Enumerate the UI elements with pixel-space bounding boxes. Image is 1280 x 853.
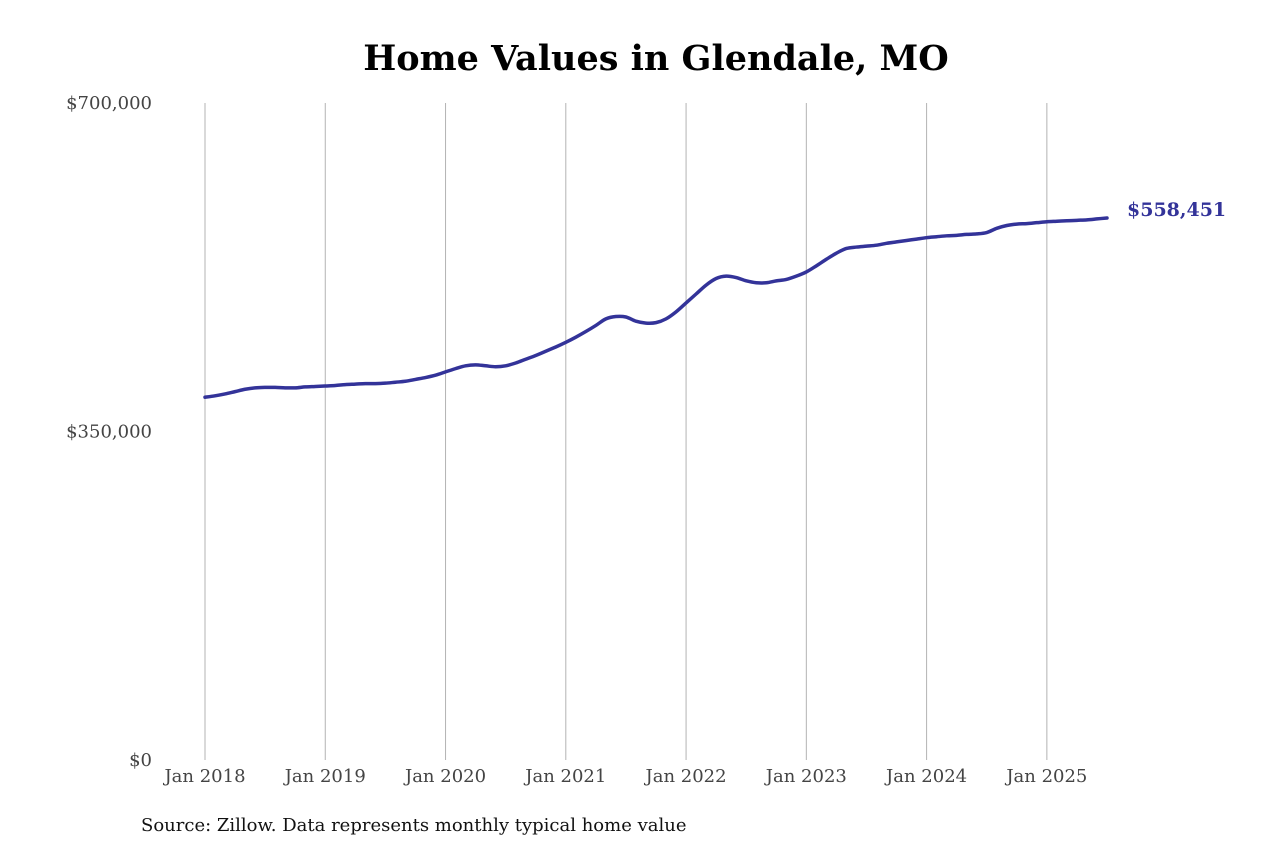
chart-title: Home Values in Glendale, MO [363, 38, 949, 79]
y-tick-label: $0 [129, 750, 152, 771]
x-tick-label: Jan 2020 [403, 766, 486, 787]
y-axis-tick-labels: $0 $350,000 $700,000 [66, 93, 152, 771]
end-value-label: $558,451 [1127, 199, 1226, 221]
home-value-line [203, 216, 1109, 399]
x-tick-label: Jan 2021 [523, 766, 606, 787]
x-axis-tick-labels: Jan 2018 Jan 2019 Jan 2020 Jan 2021 Jan 2022… [162, 766, 1087, 787]
x-tick-label: Jan 2024 [884, 766, 967, 787]
y-tick-label: $700,000 [66, 93, 152, 114]
gridlines [204, 103, 1048, 760]
source-note: Source: Zillow. Data represents monthly … [141, 815, 687, 836]
data-points [204, 217, 1108, 399]
x-tick-label: Jan 2023 [764, 766, 847, 787]
x-tick-label: Jan 2025 [1004, 766, 1087, 787]
x-tick-label: Jan 2019 [283, 766, 366, 787]
y-tick-label: $350,000 [66, 422, 152, 443]
x-tick-label: Jan 2018 [162, 766, 245, 787]
x-tick-label: Jan 2022 [644, 766, 727, 787]
